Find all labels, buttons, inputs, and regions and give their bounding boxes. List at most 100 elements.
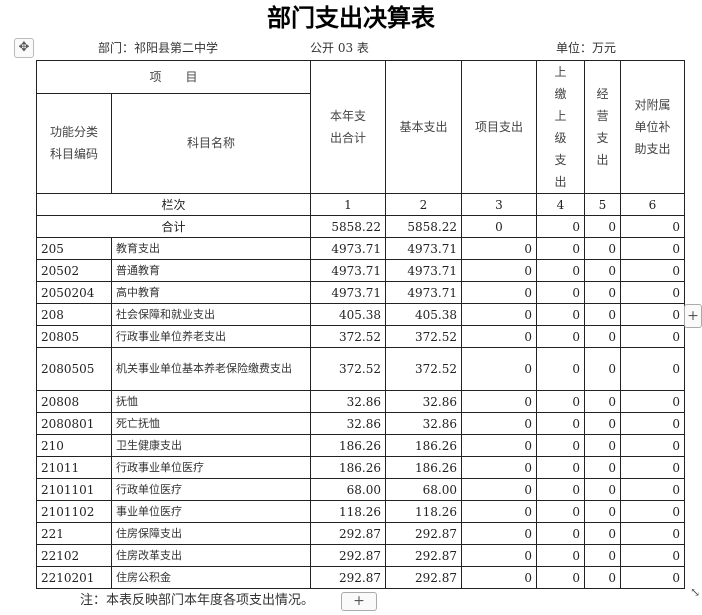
table-footer: 注：本表反映部门本年度各项支出情况。 + — [36, 591, 686, 615]
header-subsidy-text: 对附属单位补助支出 — [634, 98, 671, 156]
value-cell: 0 — [584, 259, 621, 282]
cell: 0 — [620, 215, 685, 238]
value-cell: 0 — [536, 237, 585, 260]
code-cell: 2101101 — [36, 478, 112, 501]
code-cell: 22102 — [36, 544, 112, 567]
header-upper: 上缴上级支出 — [536, 60, 585, 194]
name-cell: 卫生健康支出 — [111, 434, 311, 457]
value-cell: 0 — [461, 566, 537, 589]
table-row: 2101102 事业单位医疗 118.26 118.26 0 0 0 0 — [36, 500, 685, 523]
table-row: 208 社会保障和就业支出 405.38 405.38 0 0 0 0 — [36, 303, 685, 326]
name-cell: 行政事业单位养老支出 — [111, 325, 311, 348]
value-cell: 0 — [536, 500, 585, 523]
unit-label: 单位：万元 — [556, 41, 617, 55]
table-number: 公开 03 表 — [310, 41, 369, 55]
value-cell: 68.00 — [385, 478, 462, 501]
value-cell: 32.86 — [310, 390, 386, 413]
code-cell: 205 — [36, 237, 112, 260]
value-cell: 0 — [584, 412, 621, 435]
value-cell: 4973.71 — [310, 281, 386, 304]
value-cell: 292.87 — [385, 566, 462, 589]
total-row: 合计 5858.22 5858.22 0 0 0 0 — [36, 215, 685, 238]
table-row: 22102 住房改革支出 292.87 292.87 0 0 0 0 — [36, 544, 685, 567]
code-cell: 2080801 — [36, 412, 112, 435]
expenditure-table: 项 目 本年支出合计 基本支出 项目支出 上缴上级支出 经营支出 对附属单位补助… — [36, 60, 685, 589]
value-cell: 0 — [461, 522, 537, 545]
value-cell: 0 — [584, 303, 621, 326]
header-basic: 基本支出 — [385, 60, 462, 194]
value-cell: 0 — [461, 259, 537, 282]
code-cell: 210 — [36, 434, 112, 457]
code-cell: 2080505 — [36, 347, 112, 391]
value-cell: 0 — [584, 347, 621, 391]
value-cell: 0 — [584, 434, 621, 457]
name-cell: 社会保障和就业支出 — [111, 303, 311, 326]
value-cell: 0 — [620, 259, 685, 282]
value-cell: 292.87 — [385, 522, 462, 545]
value-cell: 0 — [536, 390, 585, 413]
value-cell: 186.26 — [310, 434, 386, 457]
table-row: 20808 抚恤 32.86 32.86 0 0 0 0 — [36, 390, 685, 413]
add-row-plus-icon[interactable]: + — [341, 592, 377, 611]
value-cell: 0 — [620, 325, 685, 348]
value-cell: 0 — [461, 434, 537, 457]
value-cell: 0 — [536, 347, 585, 391]
value-cell: 32.86 — [385, 412, 462, 435]
value-cell: 0 — [536, 522, 585, 545]
add-column-plus-icon[interactable]: + — [684, 304, 702, 328]
cell: 0 — [584, 215, 621, 238]
move-icon[interactable]: ✥ — [14, 38, 34, 58]
name-cell: 行政单位医疗 — [111, 478, 311, 501]
value-cell: 0 — [584, 500, 621, 523]
col-number: 2 — [385, 193, 462, 216]
value-cell: 0 — [584, 390, 621, 413]
value-cell: 0 — [584, 566, 621, 589]
code-cell: 20502 — [36, 259, 112, 282]
name-cell: 高中教育 — [111, 281, 311, 304]
value-cell: 118.26 — [310, 500, 386, 523]
name-cell: 事业单位医疗 — [111, 500, 311, 523]
value-cell: 0 — [536, 544, 585, 567]
table-row: 221 住房保障支出 292.87 292.87 0 0 0 0 — [36, 522, 685, 545]
value-cell: 0 — [461, 281, 537, 304]
table-note: 注：本表反映部门本年度各项支出情况。 — [80, 593, 315, 608]
header-subsidy: 对附属单位补助支出 — [620, 60, 685, 194]
value-cell: 372.52 — [385, 347, 462, 391]
value-cell: 186.26 — [385, 434, 462, 457]
value-cell: 0 — [620, 478, 685, 501]
code-cell: 2210201 — [36, 566, 112, 589]
name-cell: 普通教育 — [111, 259, 311, 282]
table-row: 2080801 死亡抚恤 32.86 32.86 0 0 0 0 — [36, 412, 685, 435]
value-cell: 0 — [584, 456, 621, 479]
value-cell: 0 — [461, 478, 537, 501]
resize-icon[interactable]: ⤡ — [689, 585, 700, 599]
header-total: 本年支出合计 — [310, 60, 386, 194]
value-cell: 0 — [461, 456, 537, 479]
code-cell: 208 — [36, 303, 112, 326]
code-cell: 21011 — [36, 456, 112, 479]
value-cell: 0 — [536, 325, 585, 348]
value-cell: 0 — [620, 500, 685, 523]
value-cell: 0 — [536, 434, 585, 457]
code-cell: 20805 — [36, 325, 112, 348]
header-item: 项 目 — [36, 60, 311, 94]
name-cell: 住房公积金 — [111, 566, 311, 589]
value-cell: 0 — [620, 412, 685, 435]
header-project: 项目支出 — [461, 60, 537, 194]
value-cell: 0 — [620, 566, 685, 589]
value-cell: 292.87 — [310, 522, 386, 545]
value-cell: 32.86 — [385, 390, 462, 413]
table-row: 205 教育支出 4973.71 4973.71 0 0 0 0 — [36, 237, 685, 260]
name-cell: 行政事业单位医疗 — [111, 456, 311, 479]
value-cell: 0 — [620, 434, 685, 457]
value-cell: 0 — [584, 544, 621, 567]
value-cell: 118.26 — [385, 500, 462, 523]
table-row: 2210201 住房公积金 292.87 292.87 0 0 0 0 — [36, 566, 685, 589]
value-cell: 68.00 — [310, 478, 386, 501]
value-cell: 0 — [584, 478, 621, 501]
value-cell: 405.38 — [310, 303, 386, 326]
code-cell: 221 — [36, 522, 112, 545]
table-row: 21011 行政事业单位医疗 186.26 186.26 0 0 0 0 — [36, 456, 685, 479]
value-cell: 0 — [536, 566, 585, 589]
header-business-text: 经营支出 — [596, 87, 609, 167]
